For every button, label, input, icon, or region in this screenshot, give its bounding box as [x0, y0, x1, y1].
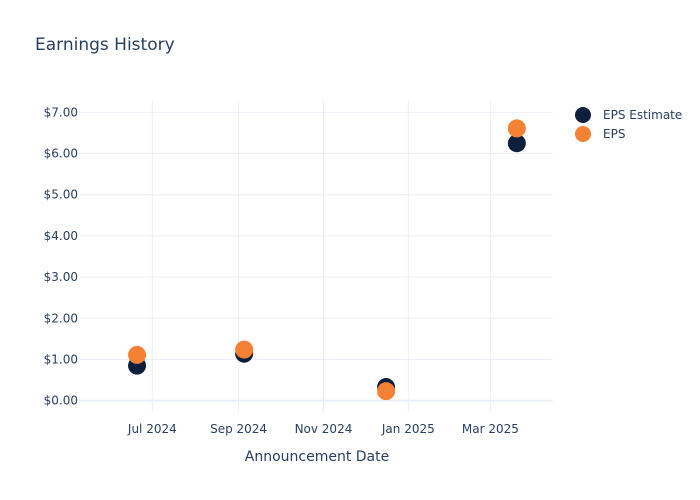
x-tick-label: Nov 2024 — [295, 422, 353, 436]
y-tick-label: $2.00 — [44, 311, 78, 325]
y-tick-label: $0.00 — [44, 394, 78, 408]
x-axis-title: Announcement Date — [245, 449, 389, 465]
data-points — [128, 119, 526, 401]
x-tick-labels: Jul 2024 Sep 2024 Nov 2024 Jan 2025 Mar 2025 — [127, 422, 519, 436]
legend-item[interactable]: EPS — [575, 126, 625, 142]
y-tick-label: $1.00 — [44, 352, 78, 366]
x-tick-label: Jan 2025 — [381, 422, 435, 436]
legend-marker — [575, 107, 591, 123]
legend-label: EPS Estimate — [603, 108, 682, 122]
x-tick-label: Sep 2024 — [210, 422, 267, 436]
eps-estimate-point[interactable] — [507, 134, 526, 153]
x-tick-label: Mar 2025 — [462, 422, 519, 436]
chart-title: Earnings History — [35, 35, 175, 55]
legend-marker — [575, 126, 591, 142]
y-tick-label: $3.00 — [44, 270, 78, 284]
eps-point[interactable] — [235, 340, 254, 359]
legend[interactable]: EPS Estimate EPS — [575, 107, 682, 142]
legend-item[interactable]: EPS Estimate — [575, 107, 682, 123]
y-tick-labels: $0.00 $1.00 $2.00 $3.00 $4.00 $5.00 $6.00 $7.00 — [44, 105, 78, 407]
legend-label: EPS — [603, 127, 625, 141]
y-tick-label: $7.00 — [44, 105, 78, 119]
y-tick-label: $6.00 — [44, 147, 78, 161]
eps-point[interactable] — [507, 119, 526, 138]
grid-layer — [80, 100, 553, 413]
x-tick-label: Jul 2024 — [127, 422, 177, 436]
y-tick-label: $4.00 — [44, 229, 78, 243]
eps-point[interactable] — [128, 345, 147, 364]
y-tick-label: $5.00 — [44, 188, 78, 202]
eps-point[interactable] — [377, 382, 396, 401]
